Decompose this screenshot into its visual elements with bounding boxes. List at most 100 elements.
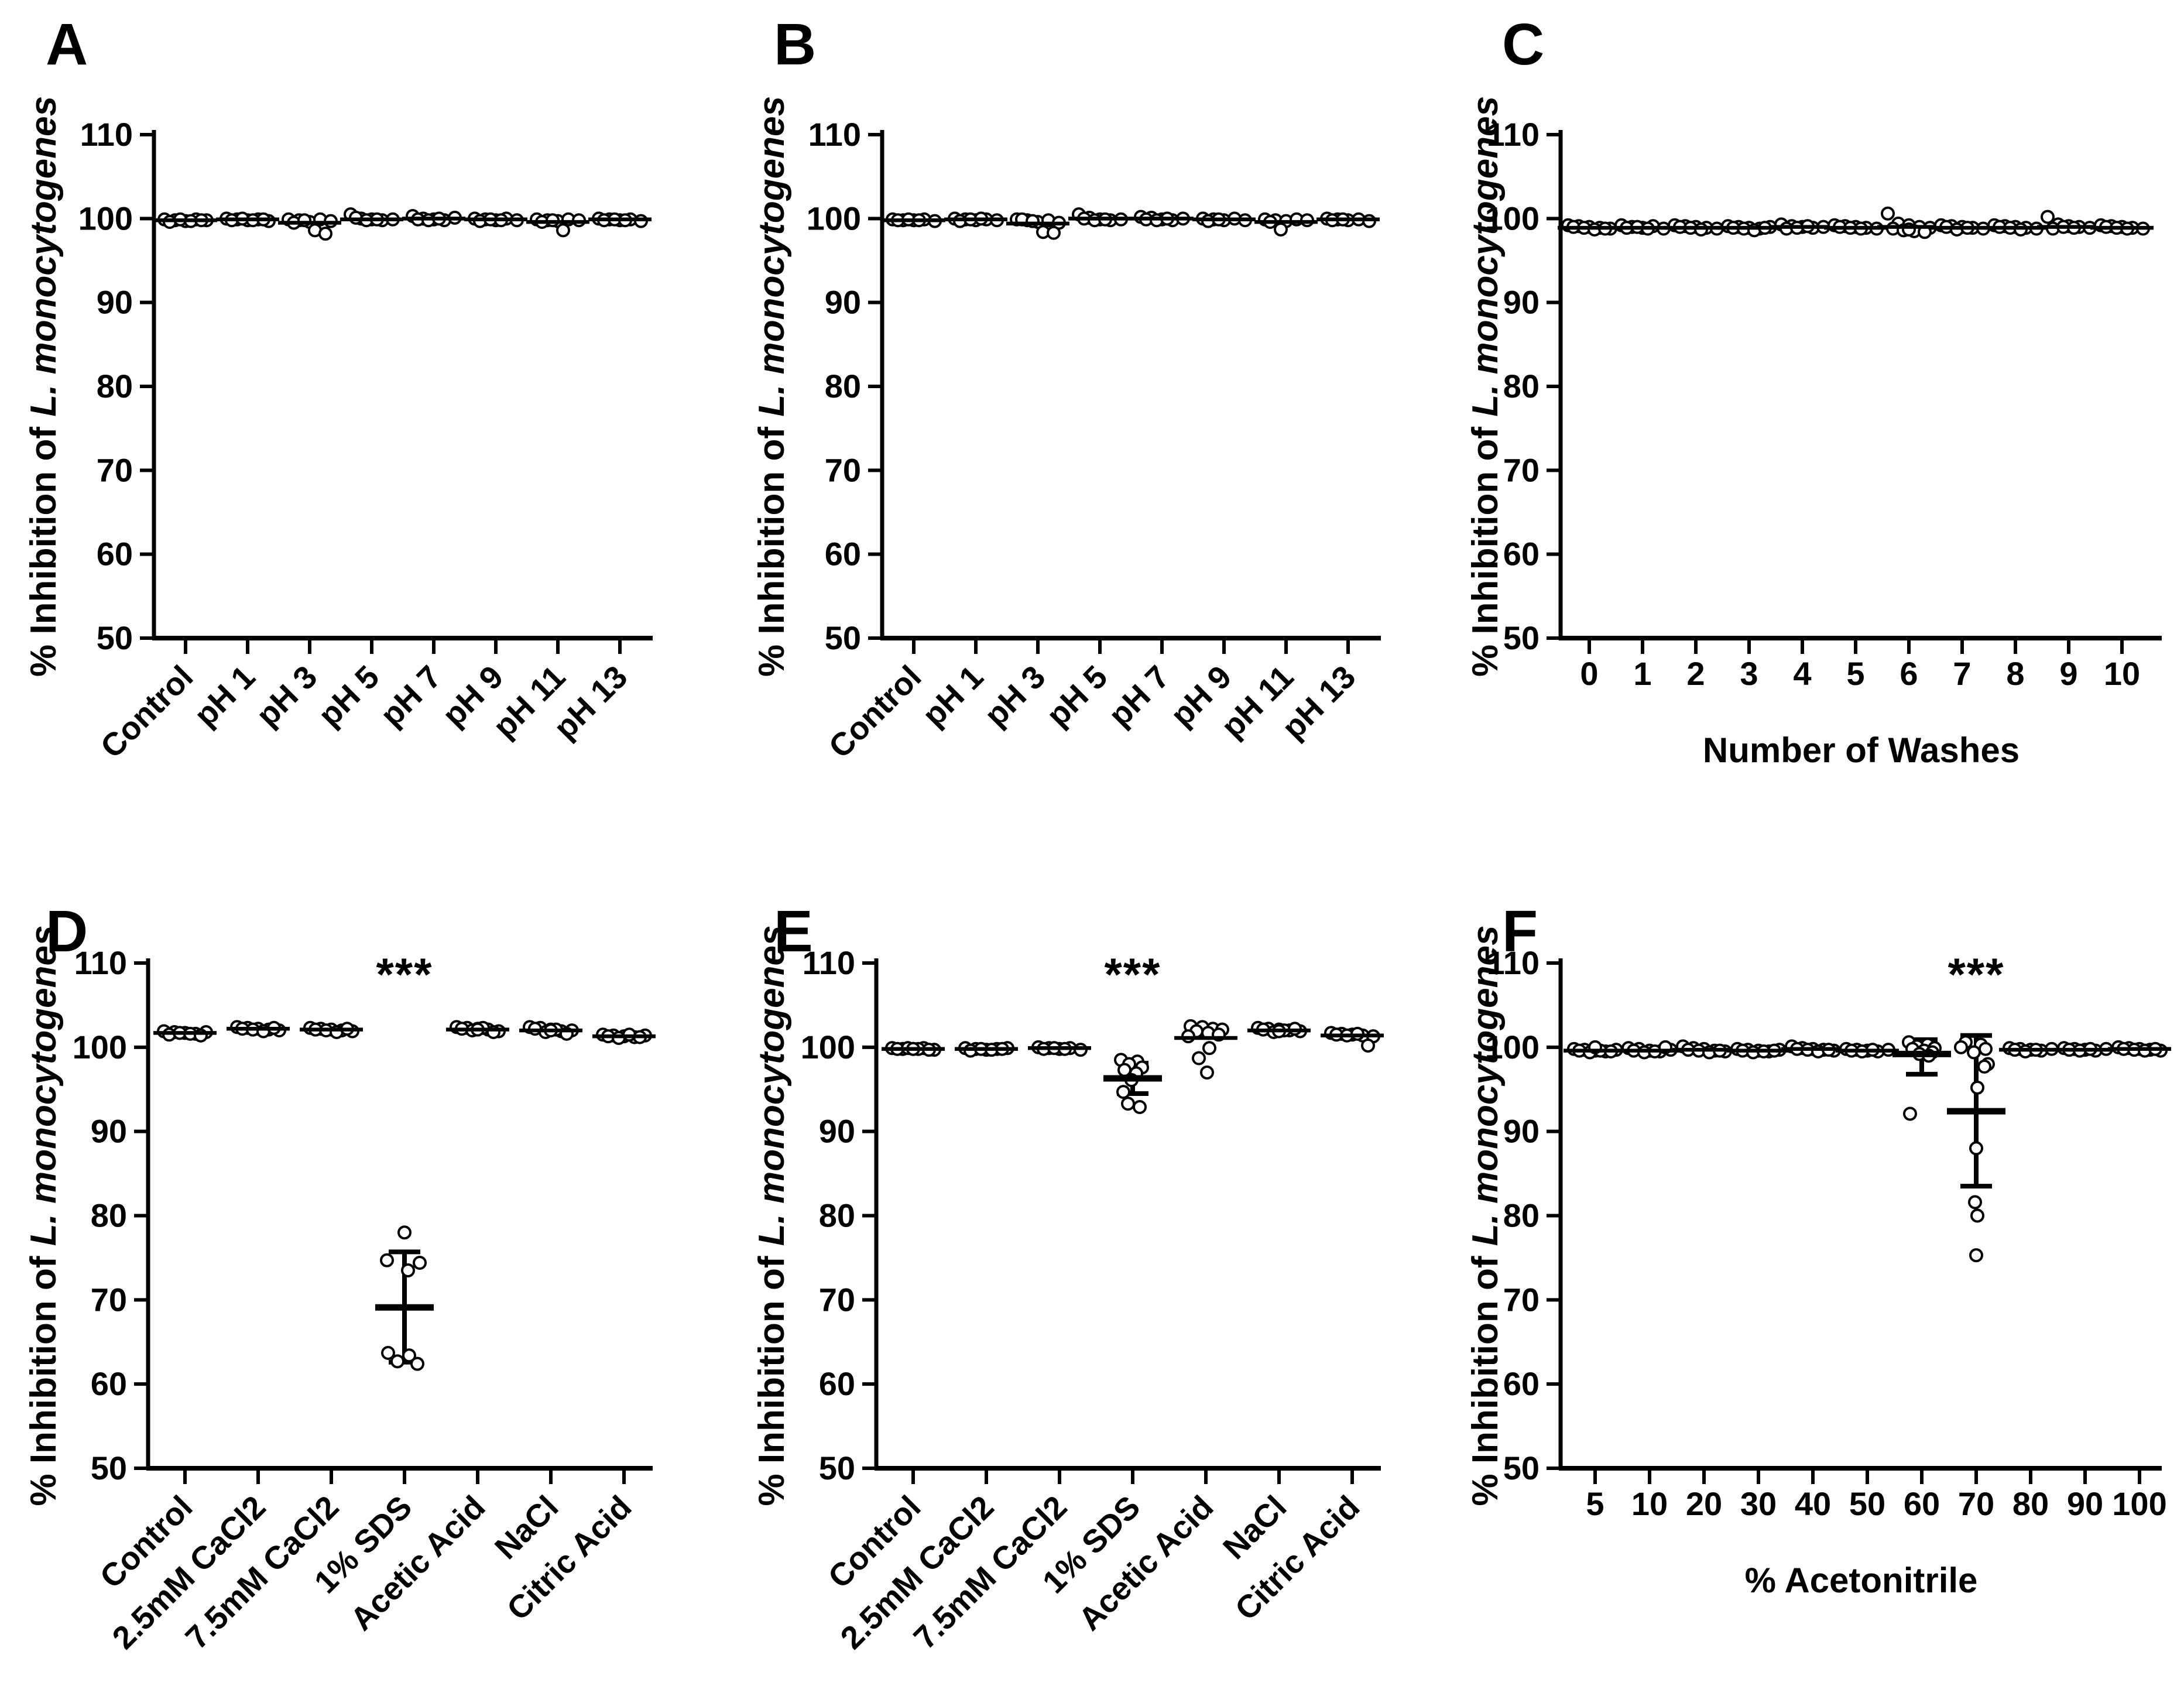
svg-text:pH 1: pH 1 [187,659,262,734]
svg-text:pH 13: pH 13 [547,659,635,746]
svg-text:10: 10 [2104,655,2140,692]
svg-text:100: 100 [1485,200,1540,237]
svg-text:80: 80 [97,368,133,405]
svg-text:***: *** [376,948,433,1000]
svg-text:40: 40 [1795,1485,1831,1522]
svg-text:50: 50 [97,619,133,656]
svg-text:70: 70 [1503,451,1540,488]
panel-B: B 50 60 70 80 90 100 110 Control pH 1 pH 3 pH 5 pH 7… [728,0,1456,849]
svg-text:pH 13: pH 13 [1275,659,1363,746]
svg-text:% Inhibition of L. monocytogen: % Inhibition of L. monocytogenes [1465,96,1506,677]
svg-text:50: 50 [819,1450,855,1486]
svg-text:80: 80 [1503,1197,1540,1234]
svg-text:4: 4 [1793,655,1811,692]
svg-text:***: *** [1104,948,1161,1000]
svg-text:100: 100 [1485,1029,1540,1065]
svg-text:70: 70 [91,1281,127,1318]
svg-text:70: 70 [1958,1485,1994,1522]
svg-text:Number of Washes: Number of Washes [1703,731,2020,770]
svg-text:100: 100 [73,1029,127,1065]
svg-text:90: 90 [819,1113,855,1150]
svg-text:90: 90 [97,284,133,321]
svg-text:80: 80 [1503,368,1540,405]
panel-C: C 50 60 70 80 90 100 110 0 1 2 3 4 5 6 7 8 9 10 Number of W… [1456,0,2184,849]
svg-text:80: 80 [819,1197,855,1234]
svg-text:90: 90 [1503,284,1540,321]
svg-text:E: E [774,899,813,964]
svg-text:110: 110 [808,116,861,153]
svg-text:50: 50 [1503,1450,1540,1486]
svg-text:B: B [774,12,816,77]
svg-text:pH 1: pH 1 [915,659,990,734]
svg-text:110: 110 [80,116,133,153]
svg-text:60: 60 [825,536,861,573]
svg-text:50: 50 [91,1450,127,1486]
svg-text:90: 90 [91,1113,127,1150]
svg-text:A: A [46,12,88,77]
svg-text:6: 6 [1900,655,1918,692]
svg-text:90: 90 [1503,1113,1540,1150]
svg-text:90: 90 [825,284,861,321]
svg-text:Control: Control [821,659,928,765]
svg-text:pH 7: pH 7 [1101,659,1176,734]
svg-text:pH 5: pH 5 [311,659,386,734]
svg-text:60: 60 [97,536,133,573]
svg-text:80: 80 [825,368,861,405]
svg-text:% Inhibition of L. monocytogen: % Inhibition of L. monocytogenes [23,926,64,1506]
svg-text:110: 110 [803,944,855,981]
svg-text:70: 70 [97,451,133,488]
svg-text:F: F [1502,899,1538,964]
svg-text:pH 3: pH 3 [977,659,1052,734]
svg-text:110: 110 [1487,116,1540,153]
svg-text:60: 60 [1503,1365,1540,1402]
svg-text:5: 5 [1846,655,1864,692]
svg-text:60: 60 [819,1365,855,1402]
svg-text:1: 1 [1633,655,1651,692]
svg-text:D: D [46,899,88,964]
svg-text:pH 3: pH 3 [249,659,324,734]
svg-text:30: 30 [1740,1485,1777,1522]
svg-text:50: 50 [1503,619,1540,656]
svg-text:***: *** [1948,948,2004,1000]
svg-text:60: 60 [1904,1485,1940,1522]
svg-text:20: 20 [1686,1485,1722,1522]
svg-text:% Inhibition of L. monocytogen: % Inhibition of L. monocytogenes [752,96,792,677]
svg-text:70: 70 [1503,1281,1540,1318]
svg-text:5: 5 [1586,1485,1604,1522]
svg-text:10: 10 [1631,1485,1668,1522]
panel-A: A 50 60 70 80 90 100 110 Control pH 1 pH 3 pH 5 pH 7… [0,0,728,849]
svg-text:2: 2 [1686,655,1705,692]
svg-text:60: 60 [1503,536,1540,573]
svg-text:pH 7: pH 7 [373,659,448,734]
svg-text:% Inhibition of L. monocytogen: % Inhibition of L. monocytogenes [1465,926,1506,1506]
svg-text:100: 100 [801,1029,855,1065]
svg-text:110: 110 [74,944,127,981]
svg-text:3: 3 [1740,655,1758,692]
svg-text:60: 60 [91,1365,127,1402]
svg-text:70: 70 [825,451,861,488]
svg-text:7: 7 [1953,655,1971,692]
svg-text:80: 80 [91,1197,127,1234]
svg-text:50: 50 [1849,1485,1885,1522]
svg-text:Control: Control [93,659,200,765]
chart-C-svg: C 50 60 70 80 90 100 110 0 1 2 3 4 5 6 7 8 9 10 Number of W… [1465,12,2162,770]
svg-text:110: 110 [1487,944,1540,981]
panel-F: F 50 60 70 80 90 100 110 5 10 20 30 40 50 60 70 80 90 100%… [1456,849,2184,1696]
svg-text:100: 100 [2112,1485,2166,1522]
svg-text:100: 100 [78,200,133,237]
svg-text:% Inhibition of L. monocytogen: % Inhibition of L. monocytogenes [23,96,64,677]
svg-text:70: 70 [819,1281,855,1318]
svg-text:9: 9 [2059,655,2077,692]
panel-D: D 50 60 70 80 90 100 110 Control 2.5mM CaCl2 7.5mM… [0,849,728,1696]
svg-text:0: 0 [1580,655,1598,692]
svg-text:80: 80 [2012,1485,2049,1522]
svg-text:8: 8 [2006,655,2024,692]
svg-text:C: C [1502,12,1544,77]
svg-text:50: 50 [825,619,861,656]
svg-text:% Inhibition of L. monocytogen: % Inhibition of L. monocytogenes [752,926,792,1506]
